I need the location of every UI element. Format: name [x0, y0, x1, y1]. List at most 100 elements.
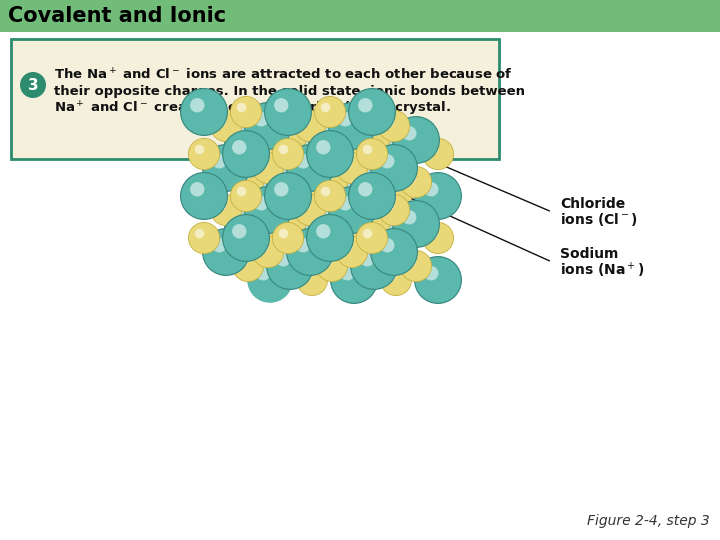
Circle shape [254, 222, 286, 254]
Circle shape [358, 124, 390, 156]
Circle shape [317, 167, 347, 197]
Circle shape [189, 139, 219, 169]
Circle shape [247, 257, 293, 303]
Circle shape [378, 194, 410, 226]
Circle shape [253, 153, 283, 183]
Circle shape [237, 187, 246, 197]
Circle shape [281, 131, 290, 140]
Circle shape [294, 110, 326, 142]
Circle shape [223, 131, 269, 177]
Circle shape [373, 131, 419, 177]
Circle shape [348, 88, 396, 136]
Circle shape [424, 182, 438, 197]
Circle shape [223, 215, 269, 261]
Circle shape [392, 116, 440, 164]
Circle shape [258, 159, 269, 168]
Circle shape [350, 242, 398, 290]
Circle shape [331, 257, 377, 303]
Circle shape [276, 168, 290, 183]
Circle shape [424, 266, 438, 280]
Circle shape [297, 265, 327, 295]
Circle shape [261, 145, 270, 154]
Circle shape [314, 96, 346, 128]
Text: Sodium: Sodium [560, 247, 618, 261]
Circle shape [345, 229, 354, 238]
Circle shape [349, 89, 395, 135]
Circle shape [387, 187, 396, 197]
Circle shape [329, 103, 375, 149]
Circle shape [339, 223, 369, 253]
Circle shape [363, 229, 372, 238]
Circle shape [351, 243, 397, 289]
Circle shape [423, 223, 453, 253]
Circle shape [203, 145, 249, 191]
Circle shape [308, 116, 356, 164]
Circle shape [365, 131, 374, 140]
Circle shape [287, 145, 333, 191]
Circle shape [224, 116, 272, 164]
Circle shape [180, 172, 228, 220]
Circle shape [274, 208, 306, 240]
Circle shape [339, 139, 369, 169]
Circle shape [298, 224, 312, 239]
Circle shape [301, 117, 310, 126]
Circle shape [428, 145, 438, 154]
Circle shape [261, 229, 270, 238]
Circle shape [359, 125, 390, 155]
Circle shape [246, 256, 294, 304]
Circle shape [317, 251, 347, 281]
Circle shape [264, 88, 312, 136]
Circle shape [414, 256, 462, 304]
Circle shape [180, 88, 228, 136]
Circle shape [296, 238, 310, 253]
Circle shape [194, 145, 204, 154]
Text: ions (Na$^+$): ions (Na$^+$) [560, 260, 644, 280]
Circle shape [232, 140, 246, 154]
Circle shape [273, 139, 303, 169]
Circle shape [272, 222, 304, 254]
Circle shape [254, 138, 286, 170]
Circle shape [349, 173, 395, 219]
Circle shape [231, 97, 261, 127]
Circle shape [379, 195, 409, 225]
Circle shape [345, 145, 354, 154]
Circle shape [288, 214, 336, 262]
Circle shape [358, 98, 372, 112]
Circle shape [357, 139, 387, 169]
Circle shape [230, 180, 262, 212]
Circle shape [380, 264, 412, 296]
Circle shape [336, 152, 368, 184]
Circle shape [382, 140, 397, 154]
Circle shape [384, 201, 395, 210]
Circle shape [351, 159, 397, 205]
Circle shape [246, 172, 294, 220]
Circle shape [255, 223, 285, 253]
Circle shape [286, 144, 334, 192]
Circle shape [400, 166, 432, 198]
Circle shape [360, 252, 374, 266]
Circle shape [330, 256, 378, 304]
Circle shape [328, 102, 376, 150]
FancyBboxPatch shape [0, 32, 720, 540]
Circle shape [234, 210, 248, 225]
Circle shape [340, 266, 354, 280]
Circle shape [255, 139, 285, 169]
Circle shape [287, 229, 333, 275]
Circle shape [297, 181, 327, 211]
Circle shape [212, 238, 227, 253]
Circle shape [294, 111, 325, 141]
Circle shape [372, 229, 417, 275]
Circle shape [246, 187, 291, 233]
Circle shape [378, 110, 410, 142]
Circle shape [264, 172, 312, 220]
Circle shape [343, 159, 352, 168]
Circle shape [316, 250, 348, 282]
Circle shape [382, 224, 397, 239]
Circle shape [329, 187, 375, 233]
Circle shape [244, 102, 292, 150]
Circle shape [202, 228, 250, 276]
Circle shape [217, 117, 226, 126]
Circle shape [340, 182, 354, 197]
Circle shape [379, 111, 409, 141]
Circle shape [232, 224, 246, 239]
